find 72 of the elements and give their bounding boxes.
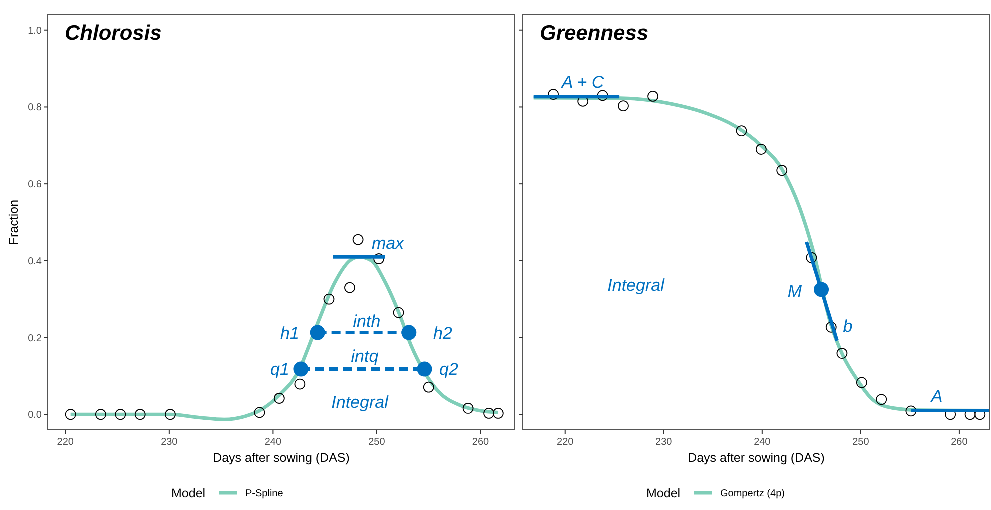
annotation: q2 — [440, 360, 459, 379]
y-tick-label: 0.6 — [28, 180, 42, 191]
annotation: inth — [353, 312, 381, 331]
legend-label: Gompertz (4p) — [720, 488, 785, 500]
point — [65, 409, 76, 420]
x-axis-title: Days after sowing (DAS) — [213, 451, 350, 465]
point — [374, 254, 384, 264]
point — [134, 409, 146, 420]
chart-title: Greenness — [540, 22, 649, 45]
chart-title: Chlorosis — [65, 22, 162, 45]
annotation: M — [788, 282, 803, 301]
x-tick-label: 220 — [557, 437, 574, 448]
point — [492, 408, 504, 419]
annotation: Integral — [332, 392, 390, 412]
x-tick-label: 240 — [754, 437, 772, 448]
point — [402, 325, 417, 340]
point — [618, 100, 629, 112]
annotation: intq — [351, 346, 380, 366]
point — [462, 403, 474, 414]
y-tick-label: 0.4 — [28, 256, 42, 268]
x-tick-label: 230 — [656, 437, 673, 448]
x-tick-label: 260 — [951, 437, 968, 448]
y-tick-label: 1.0 — [28, 26, 42, 37]
legend-label: P-Spline — [246, 488, 284, 500]
point — [393, 307, 404, 318]
point — [165, 409, 176, 420]
point — [294, 378, 306, 390]
x-axis-title: Days after sowing (DAS) — [688, 451, 825, 465]
annotation: A + C — [560, 72, 605, 92]
y-axis-title: Fraction — [7, 200, 21, 246]
annotation: max — [372, 234, 405, 253]
annotation: b — [843, 316, 853, 336]
point — [756, 144, 767, 155]
point — [294, 362, 309, 377]
point — [417, 362, 432, 377]
x-tick-label: 250 — [852, 437, 870, 448]
point — [484, 408, 495, 419]
y-tick-label: 0.8 — [28, 102, 42, 114]
point — [597, 90, 608, 102]
x-tick-label: 260 — [472, 437, 490, 448]
x-tick-label: 240 — [264, 437, 282, 448]
point — [324, 294, 335, 305]
x-tick-label: 220 — [57, 437, 74, 448]
y-tick-label: 0.0 — [28, 410, 42, 422]
point — [806, 252, 818, 264]
point — [95, 409, 106, 420]
x-tick-label: 230 — [161, 437, 178, 448]
point — [115, 409, 126, 420]
point — [876, 394, 888, 406]
legend-title: Model — [646, 486, 681, 500]
point — [776, 165, 788, 176]
y-tick-label: 0.2 — [28, 333, 42, 344]
point — [836, 348, 848, 359]
point — [814, 282, 830, 298]
point — [648, 91, 658, 102]
point — [274, 393, 285, 404]
point — [423, 382, 434, 393]
annotation: h1 — [280, 324, 300, 343]
x-tick-label: 250 — [368, 437, 386, 448]
point — [344, 282, 356, 294]
point — [856, 377, 868, 388]
point — [906, 406, 917, 417]
point — [254, 407, 266, 418]
point — [736, 126, 748, 136]
point — [826, 322, 837, 333]
annotation: Integral — [608, 276, 666, 295]
annotation: h2 — [434, 324, 453, 343]
point — [310, 325, 326, 340]
point — [352, 234, 364, 246]
annotation: A — [930, 386, 943, 406]
annotation: q1 — [270, 360, 290, 379]
legend-title: Model — [172, 486, 206, 500]
